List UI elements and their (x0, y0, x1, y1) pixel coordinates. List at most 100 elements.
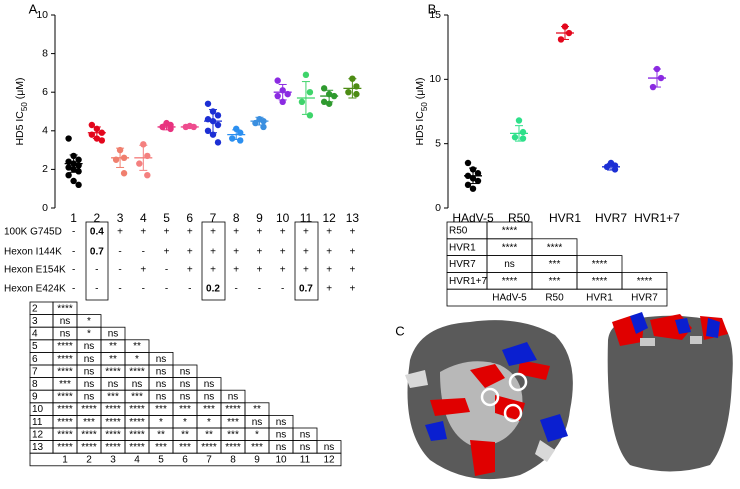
data-point (214, 112, 222, 119)
row-label: 10 (32, 404, 44, 415)
data-point (140, 141, 147, 148)
table-cell: 0.7 (90, 247, 104, 258)
row-label: HVR1 (449, 242, 476, 253)
table-cell: **** (201, 442, 217, 453)
data-point (237, 137, 244, 144)
table-cell: - (72, 265, 75, 276)
table-cell: ns (108, 329, 119, 340)
structure-top-view (405, 320, 573, 480)
table-cell: + (140, 227, 146, 238)
table-cell: ns (84, 366, 95, 377)
table-cell: + (164, 227, 170, 238)
data-point (75, 181, 82, 189)
table-cell: + (349, 265, 355, 276)
y-axis-label-part: HD5 IC (414, 111, 426, 146)
table-cell: *** (155, 404, 167, 415)
table-cell: + (303, 247, 309, 258)
table-cell: ns (276, 417, 287, 428)
table-cell: **** (129, 417, 145, 428)
data-point (70, 177, 77, 185)
data-point (464, 181, 472, 189)
y-tick-label: 10 (36, 9, 48, 21)
table-cell: **** (57, 417, 73, 428)
table-cell: + (349, 227, 355, 238)
table-cell: + (233, 265, 239, 276)
table-cell: ns (180, 379, 191, 390)
table-cell: - (258, 284, 261, 295)
x-tick-label: HVR1 (549, 211, 581, 225)
table-cell: ns (228, 392, 239, 403)
table-cell: + (164, 247, 170, 258)
column-label: 1 (62, 455, 68, 466)
table-cell: ** (133, 341, 141, 352)
data-point (298, 98, 306, 106)
panel-label: B (428, 1, 437, 16)
table-cell: - (118, 265, 121, 276)
x-tick-label: 3 (117, 211, 124, 225)
x-tick-label: 7 (210, 211, 217, 225)
y-tick-label: 4 (42, 125, 48, 137)
table-cell: **** (57, 404, 73, 415)
column-label: 4 (134, 455, 140, 466)
y-axis-label-part: (μM) (414, 77, 426, 102)
column-label: 8 (230, 455, 236, 466)
table-cell: **** (57, 366, 73, 377)
table-cell: + (280, 227, 286, 238)
table-cell: + (187, 227, 193, 238)
row-label: 11 (32, 417, 43, 428)
table-cell: * (183, 417, 187, 428)
table-cell: - (235, 284, 238, 295)
data-point (320, 98, 328, 106)
table-cell: - (118, 284, 121, 295)
x-tick-label: 5 (163, 211, 170, 225)
row-label: Hexon E424K (4, 284, 66, 295)
table-cell: **** (105, 442, 121, 453)
x-tick-label: 11 (300, 211, 313, 225)
table-cell: ns (252, 417, 263, 428)
data-point (474, 170, 482, 177)
table-cell: **** (57, 303, 73, 314)
data-point (65, 164, 72, 171)
column-label: HVR7 (631, 293, 658, 304)
table-cell: ns (84, 392, 95, 403)
table-cell: *** (227, 429, 239, 440)
row-label: 5 (32, 341, 38, 352)
panel-label: A (29, 1, 38, 16)
table-cell: **** (502, 276, 518, 287)
table-cell: **** (129, 366, 145, 377)
table-cell: **** (81, 442, 97, 453)
table-cell: ns (60, 316, 71, 327)
data-point (75, 168, 82, 175)
table-cell: ns (108, 379, 119, 390)
x-tick-label: 8 (233, 211, 240, 225)
row-label: HVR1+7 (449, 276, 488, 287)
table-cell: * (255, 429, 259, 440)
column-label: 9 (254, 455, 260, 466)
row-label: Hexon E154K (4, 265, 66, 276)
y-axis-label: HD5 IC50 (μM) (414, 77, 429, 145)
table-cell: + (233, 227, 239, 238)
table-cell-border (29, 452, 342, 467)
data-point (464, 159, 472, 167)
table-cell: **** (129, 429, 145, 440)
table-cell: + (257, 265, 263, 276)
table-cell: *** (549, 259, 561, 270)
table-cell: + (326, 247, 332, 258)
table-cell: - (95, 265, 98, 276)
x-tick-label: 9 (256, 211, 263, 225)
table-cell: + (326, 265, 332, 276)
table-cell: ns (276, 429, 287, 440)
table-cell: *** (227, 417, 239, 428)
table-cell: 0.7 (299, 284, 313, 295)
table-cell: **** (105, 366, 121, 377)
y-axis-label-part: 50 (420, 102, 429, 111)
row-label: 3 (32, 316, 38, 327)
table-cell: + (349, 284, 355, 295)
table-cell: + (326, 227, 332, 238)
table-cell: * (87, 316, 91, 327)
data-point (233, 125, 240, 133)
table-cell: + (326, 284, 332, 295)
row-label: 9 (32, 392, 38, 403)
table-cell: - (281, 284, 284, 295)
y-tick-label: 10 (429, 73, 441, 85)
